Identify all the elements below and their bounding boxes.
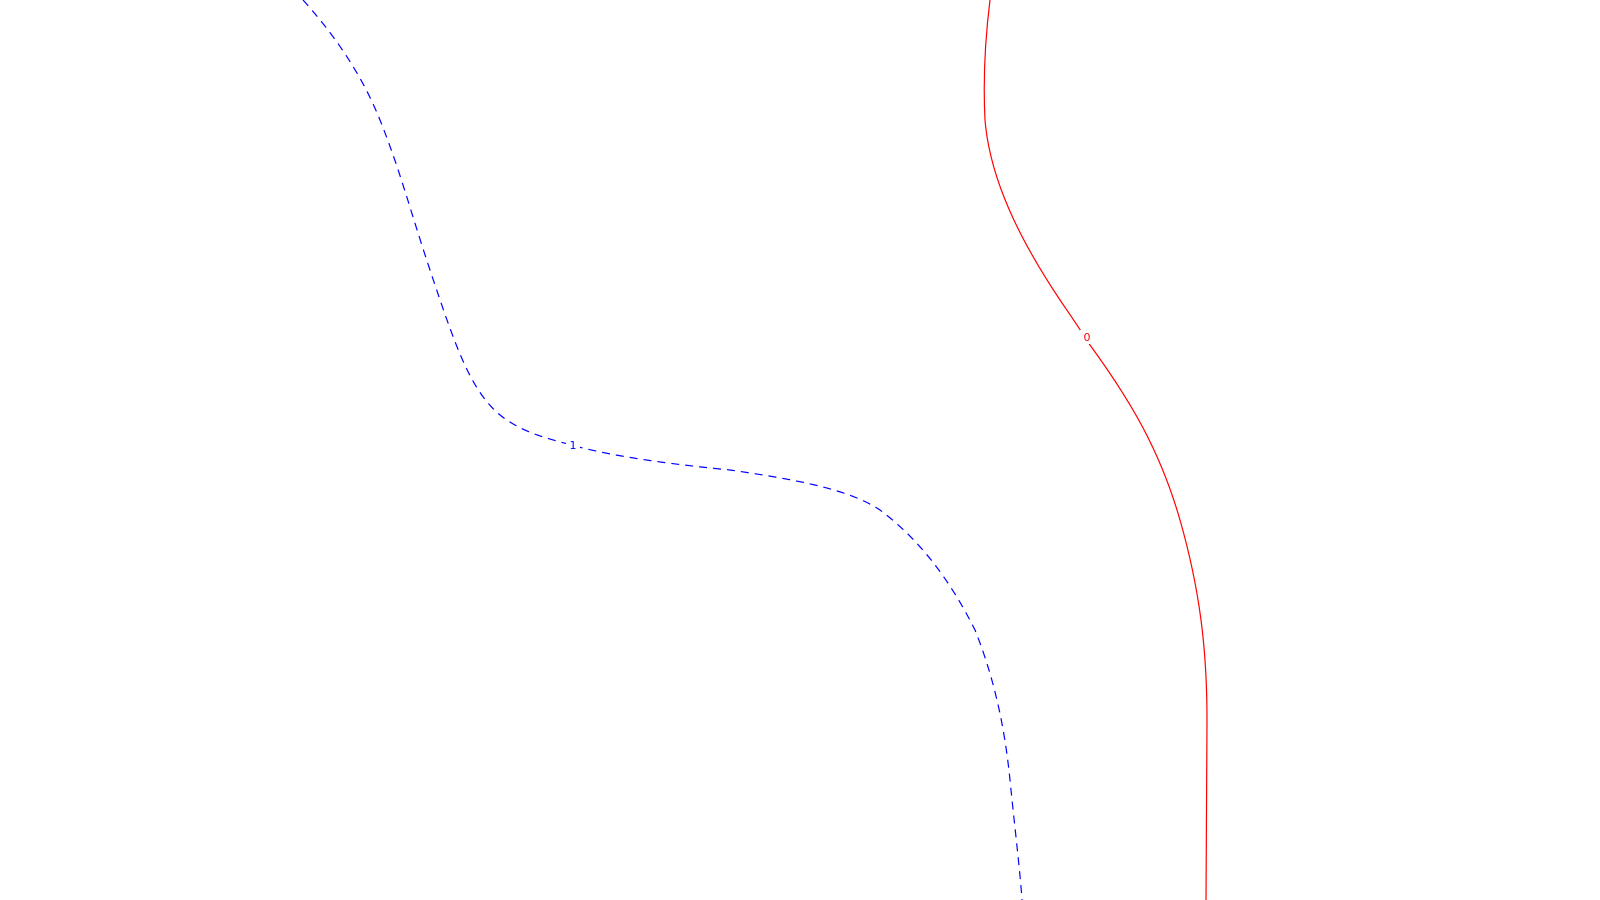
contour-label-0-background — [1080, 330, 1094, 344]
contour-line-1 — [302, 0, 1023, 900]
contour-line-0 — [983, 0, 1208, 900]
contour-label-0: 0 — [1084, 331, 1091, 344]
contour-label-1: 1 — [570, 439, 577, 452]
contour-label-1-background — [566, 438, 580, 452]
